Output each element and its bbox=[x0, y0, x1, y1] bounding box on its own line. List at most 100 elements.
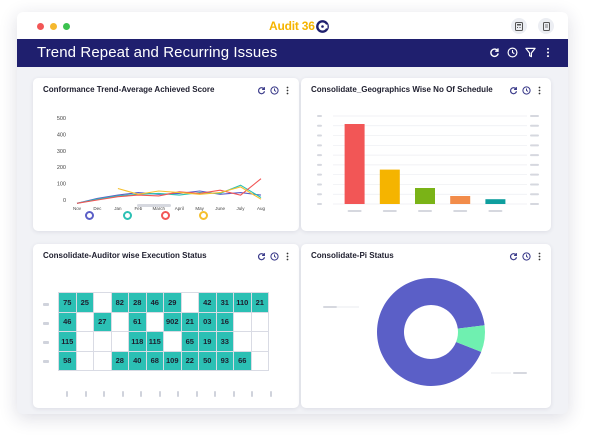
heatmap-cell[interactable]: 110 bbox=[233, 292, 252, 313]
y2-tick-placeholder bbox=[530, 193, 539, 196]
more-icon[interactable] bbox=[542, 46, 554, 58]
heatmap-cell[interactable]: 93 bbox=[215, 350, 234, 371]
x-tick-placeholder bbox=[382, 210, 397, 212]
y-tick-placeholder bbox=[317, 144, 322, 147]
card-toolbar bbox=[508, 251, 544, 261]
clock-icon[interactable] bbox=[521, 251, 531, 261]
heatmap-cell[interactable]: 28 bbox=[128, 292, 147, 313]
heatmap-cell[interactable]: 42 bbox=[198, 292, 217, 313]
close-window-button[interactable] bbox=[37, 23, 44, 30]
heatmap-cell[interactable] bbox=[250, 311, 269, 332]
heatmap-cell[interactable] bbox=[250, 331, 269, 352]
heatmap-cell[interactable]: 33 bbox=[215, 331, 234, 352]
heatmap-cell[interactable] bbox=[250, 350, 269, 371]
heatmap-cell[interactable] bbox=[93, 331, 112, 352]
heatmap-cell[interactable] bbox=[75, 331, 94, 352]
heatmap-cell[interactable]: 75 bbox=[58, 292, 77, 313]
heatmap-cell[interactable]: 115 bbox=[58, 331, 77, 352]
refresh-icon[interactable] bbox=[508, 85, 518, 95]
heatmap-cell[interactable]: 21 bbox=[250, 292, 269, 313]
column-label-placeholder bbox=[84, 391, 87, 397]
chart-legend bbox=[85, 211, 208, 220]
heatmap-cell[interactable]: 21 bbox=[180, 311, 199, 332]
bar bbox=[450, 196, 471, 204]
slice-label-placeholder bbox=[323, 306, 337, 308]
heatmap-cell[interactable]: 31 bbox=[215, 292, 234, 313]
heatmap-cell[interactable]: 109 bbox=[163, 350, 182, 371]
heatmap-cell[interactable]: 82 bbox=[110, 292, 129, 313]
heatmap-cell[interactable]: 46 bbox=[145, 292, 164, 313]
heatmap-cell[interactable]: 65 bbox=[180, 331, 199, 352]
heatmap-cell[interactable]: 27 bbox=[93, 311, 112, 332]
heatmap-cell[interactable] bbox=[93, 350, 112, 371]
y-tick-placeholder bbox=[317, 203, 322, 205]
refresh-icon[interactable] bbox=[256, 251, 266, 261]
y2-tick-placeholder bbox=[530, 183, 539, 186]
heatmap-cell[interactable]: 40 bbox=[128, 350, 147, 371]
legend-marker[interactable] bbox=[85, 211, 94, 220]
heatmap-cell[interactable]: 28 bbox=[110, 350, 129, 371]
pi-status-card: Consolidate-Pi Status bbox=[301, 244, 551, 408]
heatmap-cell[interactable] bbox=[110, 311, 129, 332]
heatmap-cell[interactable]: 61 bbox=[128, 311, 147, 332]
more-icon[interactable] bbox=[282, 251, 292, 261]
y2-tick-placeholder bbox=[530, 154, 539, 157]
heatmap-cell[interactable]: 50 bbox=[198, 350, 217, 371]
y-tick-label: 100 bbox=[57, 182, 66, 188]
filter-icon[interactable] bbox=[524, 46, 536, 58]
heatmap-cell[interactable]: 115 bbox=[145, 331, 164, 352]
heatmap-cell[interactable] bbox=[93, 292, 112, 313]
card-title: Consolidate-Pi Status bbox=[311, 251, 394, 260]
heatmap-cell[interactable]: 68 bbox=[145, 350, 164, 371]
card-title: Conformance Trend-Average Achieved Score bbox=[43, 85, 215, 94]
column-label-placeholder bbox=[121, 391, 124, 397]
heatmap-cell[interactable]: 46 bbox=[58, 311, 77, 332]
legend-marker[interactable] bbox=[199, 211, 208, 220]
more-icon[interactable] bbox=[282, 85, 292, 95]
maximize-window-button[interactable] bbox=[63, 23, 70, 30]
legend-marker[interactable] bbox=[123, 211, 132, 220]
donut-slice bbox=[377, 278, 485, 386]
refresh-icon[interactable] bbox=[256, 85, 266, 95]
heatmap-cell[interactable]: 902 bbox=[163, 311, 182, 332]
heatmap-cell[interactable]: 22 bbox=[180, 350, 199, 371]
heatmap-cell[interactable]: 16 bbox=[215, 311, 234, 332]
clock-icon[interactable] bbox=[269, 85, 279, 95]
logo-text: Audit 36 bbox=[269, 19, 315, 33]
heatmap-cell[interactable] bbox=[110, 331, 129, 352]
more-icon[interactable] bbox=[534, 85, 544, 95]
document-button[interactable] bbox=[538, 18, 554, 34]
clock-icon[interactable] bbox=[269, 251, 279, 261]
column-label-placeholder bbox=[214, 391, 216, 397]
heatmap-cell[interactable]: 03 bbox=[198, 311, 217, 332]
y-tick-label: 500 bbox=[57, 116, 66, 122]
heatmap-cell[interactable] bbox=[233, 311, 252, 332]
refresh-icon[interactable] bbox=[488, 46, 500, 58]
heatmap-cell[interactable] bbox=[75, 311, 94, 332]
clock-icon[interactable] bbox=[521, 85, 531, 95]
heatmap-cell[interactable]: 19 bbox=[198, 331, 217, 352]
calculator-button[interactable] bbox=[511, 18, 527, 34]
minimize-window-button[interactable] bbox=[50, 23, 57, 30]
y-tick-label: 300 bbox=[57, 149, 66, 155]
y2-tick-placeholder bbox=[530, 134, 539, 137]
heatmap-cell[interactable] bbox=[163, 331, 182, 352]
legend-scrollbar[interactable] bbox=[137, 204, 171, 207]
heatmap-cell[interactable] bbox=[180, 292, 199, 313]
heatmap-cell[interactable] bbox=[145, 311, 164, 332]
more-icon[interactable] bbox=[534, 251, 544, 261]
heatmap-cell[interactable] bbox=[75, 350, 94, 371]
refresh-icon[interactable] bbox=[508, 251, 518, 261]
heatmap-cell[interactable] bbox=[233, 331, 252, 352]
heatmap-cell[interactable]: 118 bbox=[128, 331, 147, 352]
x-tick-placeholder bbox=[347, 210, 362, 212]
auditor-execution-card: Consolidate-Auditor wise Execution Statu… bbox=[33, 244, 299, 408]
heatmap-cell[interactable]: 58 bbox=[58, 350, 77, 371]
clock-icon[interactable] bbox=[506, 46, 518, 58]
heatmap-cell[interactable]: 66 bbox=[233, 350, 252, 371]
heatmap-cell[interactable]: 25 bbox=[75, 292, 94, 313]
y2-tick-placeholder bbox=[530, 173, 539, 176]
legend-marker[interactable] bbox=[161, 211, 170, 220]
card-title: Consolidate_Geographics Wise No Of Sched… bbox=[311, 85, 493, 94]
heatmap-cell[interactable]: 29 bbox=[163, 292, 182, 313]
